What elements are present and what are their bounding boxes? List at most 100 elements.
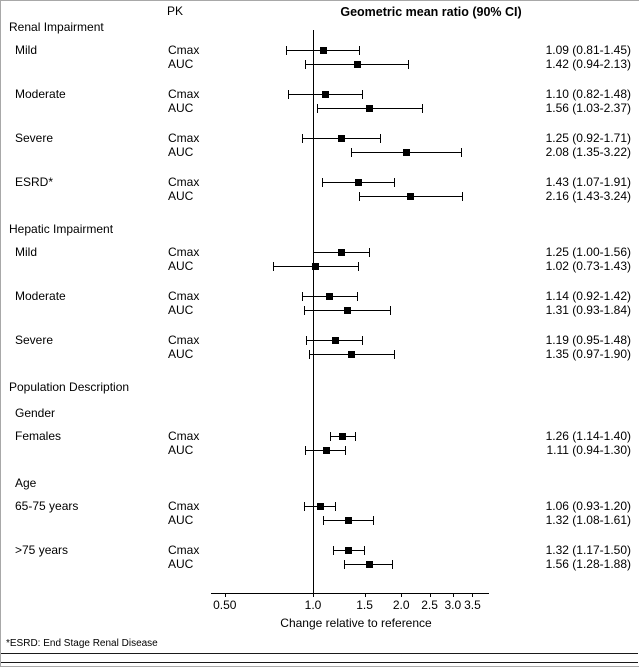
ci-cap-high: [372, 515, 374, 525]
ci-cap-low: [351, 147, 353, 157]
ci-cap-high: [361, 335, 363, 345]
value-label: 1.02 (0.73-1.43): [545, 259, 631, 273]
chart-title: Geometric mean ratio (90% CI): [340, 5, 522, 19]
bottom-rule-1: [1, 653, 638, 654]
ci-cap-low: [309, 349, 311, 359]
value-label: 1.35 (0.97-1.90): [545, 347, 631, 361]
mean-marker: [320, 46, 328, 54]
ci-cap-low: [303, 305, 305, 315]
group-label: Moderate: [15, 289, 66, 303]
pk-column-header: PK: [167, 4, 184, 18]
axis-tick: [429, 593, 431, 597]
mean-marker: [338, 432, 346, 440]
mean-marker: [331, 336, 339, 344]
mean-marker: [322, 446, 330, 454]
ci-cap-low: [286, 45, 288, 55]
ci-cap-high: [408, 59, 410, 69]
ci-cap-high: [363, 545, 365, 555]
group-label: >75 years: [15, 543, 69, 557]
axis-tick: [472, 593, 474, 597]
value-label: 1.25 (0.92-1.71): [545, 131, 631, 145]
pk-label: Cmax: [168, 289, 200, 303]
pk-label: AUC: [168, 443, 194, 457]
mean-marker: [321, 90, 329, 98]
pk-label: Cmax: [168, 543, 200, 557]
axis-tick-label: 3.0: [444, 598, 462, 612]
value-label: 2.16 (1.43-3.24): [545, 189, 631, 203]
pk-label: Cmax: [168, 131, 200, 145]
mean-marker: [343, 306, 351, 314]
ci-cap-low: [305, 445, 307, 455]
reference-line: [313, 30, 314, 593]
group-label: Mild: [15, 245, 38, 259]
mean-marker: [366, 104, 374, 112]
axis-tick: [224, 593, 226, 597]
value-label: 1.56 (1.28-1.88): [545, 557, 631, 571]
value-label: 1.10 (0.82-1.48): [545, 87, 631, 101]
x-axis-label: Change relative to reference: [280, 616, 432, 630]
section-heading: Hepatic Impairment: [9, 222, 114, 236]
axis-tick-label: 1.0: [304, 598, 322, 612]
value-label: 2.08 (1.35-3.22): [545, 145, 631, 159]
mean-marker: [344, 516, 352, 524]
x-axis-line: [211, 593, 489, 594]
axis-tick: [313, 593, 314, 597]
ci-cap-low: [287, 89, 289, 99]
ci-cap-high: [357, 261, 359, 271]
value-label: 1.19 (0.95-1.48): [545, 333, 631, 347]
ci-cap-high: [380, 133, 382, 143]
ci-cap-low: [344, 559, 346, 569]
ci-cap-high: [356, 291, 358, 301]
ci-cap-high: [394, 177, 396, 187]
axis-tick: [401, 593, 403, 597]
pk-label: AUC: [168, 145, 194, 159]
mean-marker: [312, 262, 320, 270]
value-label: 1.32 (1.17-1.50): [545, 543, 631, 557]
ci-cap-low: [322, 515, 324, 525]
sub-heading: Age: [15, 476, 37, 490]
mean-marker: [344, 546, 352, 554]
ci-cap-low: [302, 133, 304, 143]
group-label: Moderate: [15, 87, 66, 101]
footnote: *ESRD: End Stage Renal Disease: [6, 638, 158, 649]
value-label: 1.56 (1.03-2.37): [545, 101, 631, 115]
value-label: 1.14 (0.92-1.42): [545, 289, 631, 303]
mean-marker: [316, 502, 324, 510]
group-label: Mild: [15, 43, 38, 57]
pk-label: Cmax: [168, 245, 200, 259]
value-label: 1.43 (1.07-1.91): [545, 175, 631, 189]
group-label: 65-75 years: [15, 499, 79, 513]
ci-cap-high: [368, 247, 370, 257]
section-heading: Renal Impairment: [9, 20, 104, 34]
ci-cap-high: [345, 445, 347, 455]
pk-label: AUC: [168, 189, 194, 203]
pk-label: AUC: [168, 57, 194, 71]
group-label: Females: [15, 429, 62, 443]
pk-label: Cmax: [168, 499, 200, 513]
pk-label: Cmax: [168, 333, 200, 347]
ci-cap-low: [321, 177, 323, 187]
mean-marker: [326, 292, 334, 300]
value-label: 1.09 (0.81-1.45): [545, 43, 631, 57]
value-label: 1.26 (1.14-1.40): [545, 429, 631, 443]
pk-label: AUC: [168, 557, 194, 571]
pk-label: AUC: [168, 347, 194, 361]
group-label: Severe: [15, 333, 54, 347]
axis-tick-label: 2.5: [421, 598, 438, 612]
group-label: ESRD*: [15, 175, 54, 189]
ci-cap-high: [460, 147, 462, 157]
ci-cap-low: [306, 335, 308, 345]
pk-label: Cmax: [168, 43, 200, 57]
value-label: 1.06 (0.93-1.20): [545, 499, 631, 513]
pk-label: Cmax: [168, 429, 200, 443]
value-label: 1.32 (1.08-1.61): [545, 513, 631, 527]
ci-cap-high: [393, 349, 395, 359]
ci-cap-high: [392, 559, 394, 569]
mean-marker: [355, 178, 362, 186]
ci-cap-high: [359, 45, 361, 55]
mean-marker: [407, 192, 415, 200]
sub-heading: Gender: [15, 406, 56, 420]
axis-tick-label: 2.0: [392, 598, 410, 612]
value-label: 1.42 (0.94-2.13): [545, 57, 631, 71]
